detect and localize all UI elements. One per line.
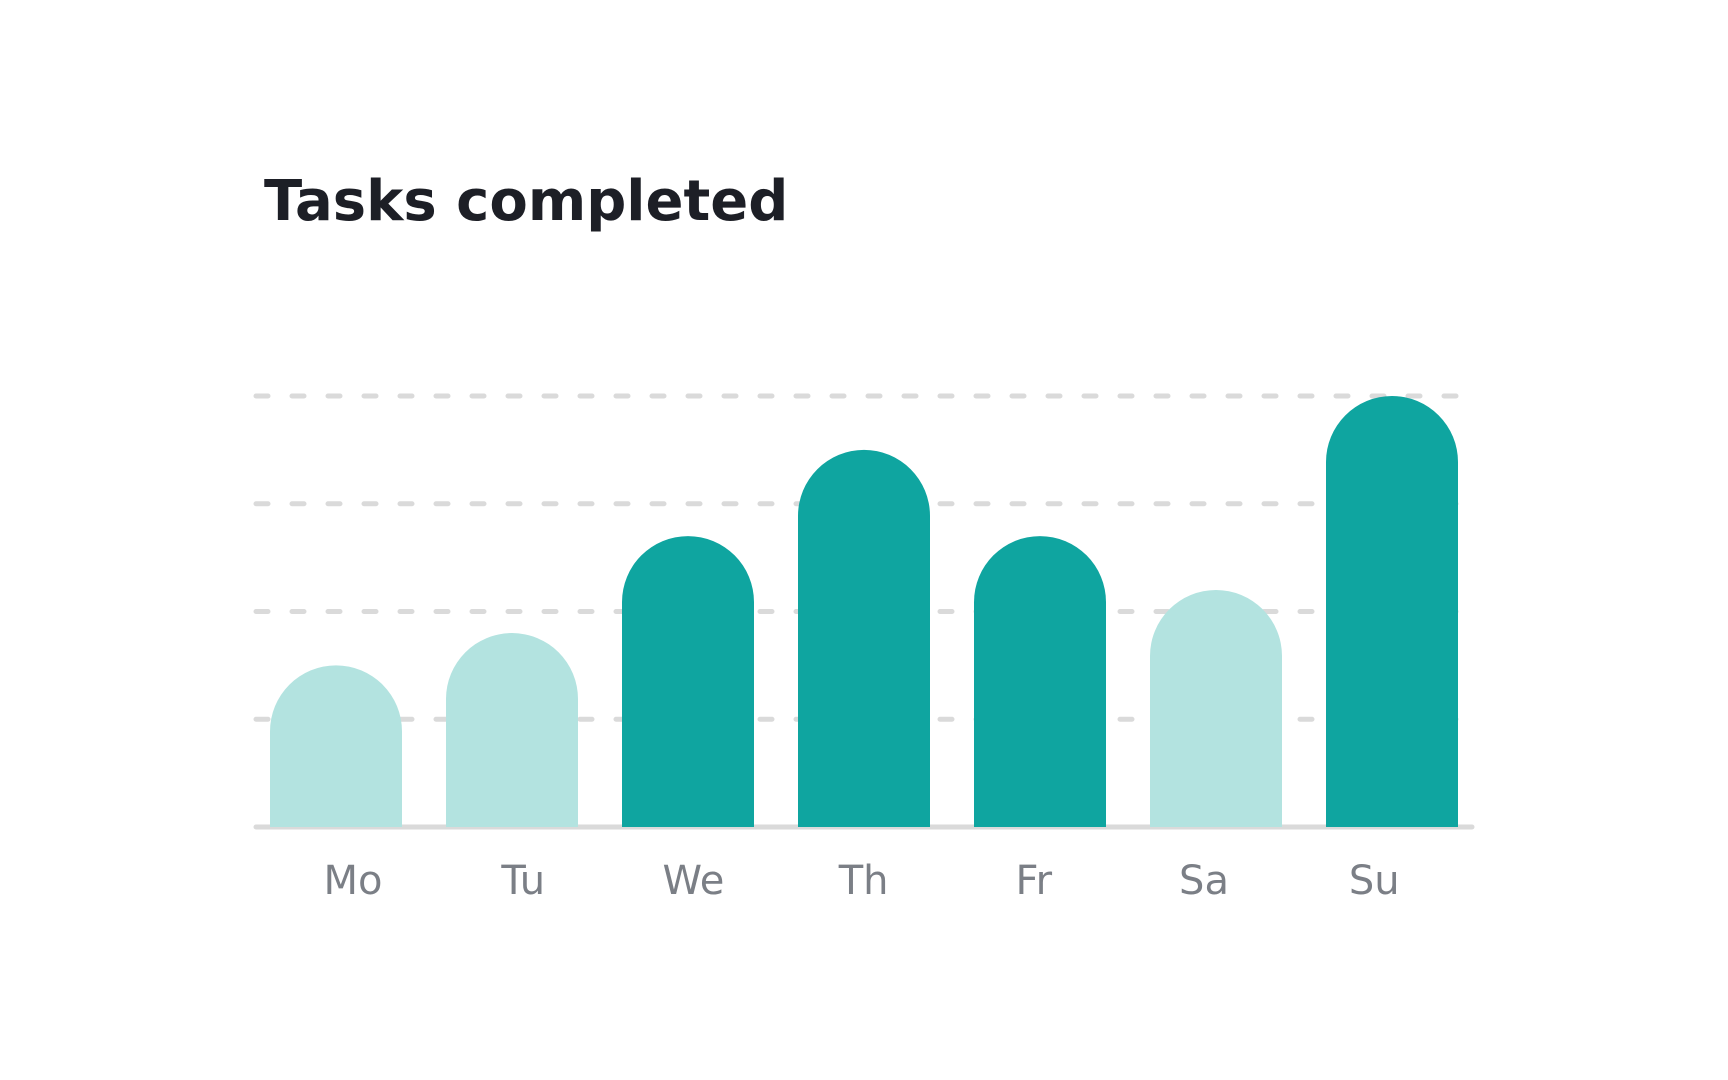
x-tick-label: Tu xyxy=(500,858,545,904)
x-tick-label: Sa xyxy=(1179,858,1229,904)
bar xyxy=(1150,589,1282,827)
bar xyxy=(622,536,754,827)
x-tick-label: Mo xyxy=(324,858,383,904)
x-tick-label: Th xyxy=(838,858,889,904)
x-tick-label: We xyxy=(662,858,724,904)
bar xyxy=(974,536,1106,827)
x-tick-label: Su xyxy=(1349,858,1400,904)
bar xyxy=(446,633,578,827)
x-tick-label: Fr xyxy=(1016,858,1053,904)
chart-title: Tasks completed xyxy=(264,169,788,234)
bar xyxy=(1326,396,1458,827)
bar xyxy=(798,449,930,827)
bar xyxy=(270,665,402,827)
